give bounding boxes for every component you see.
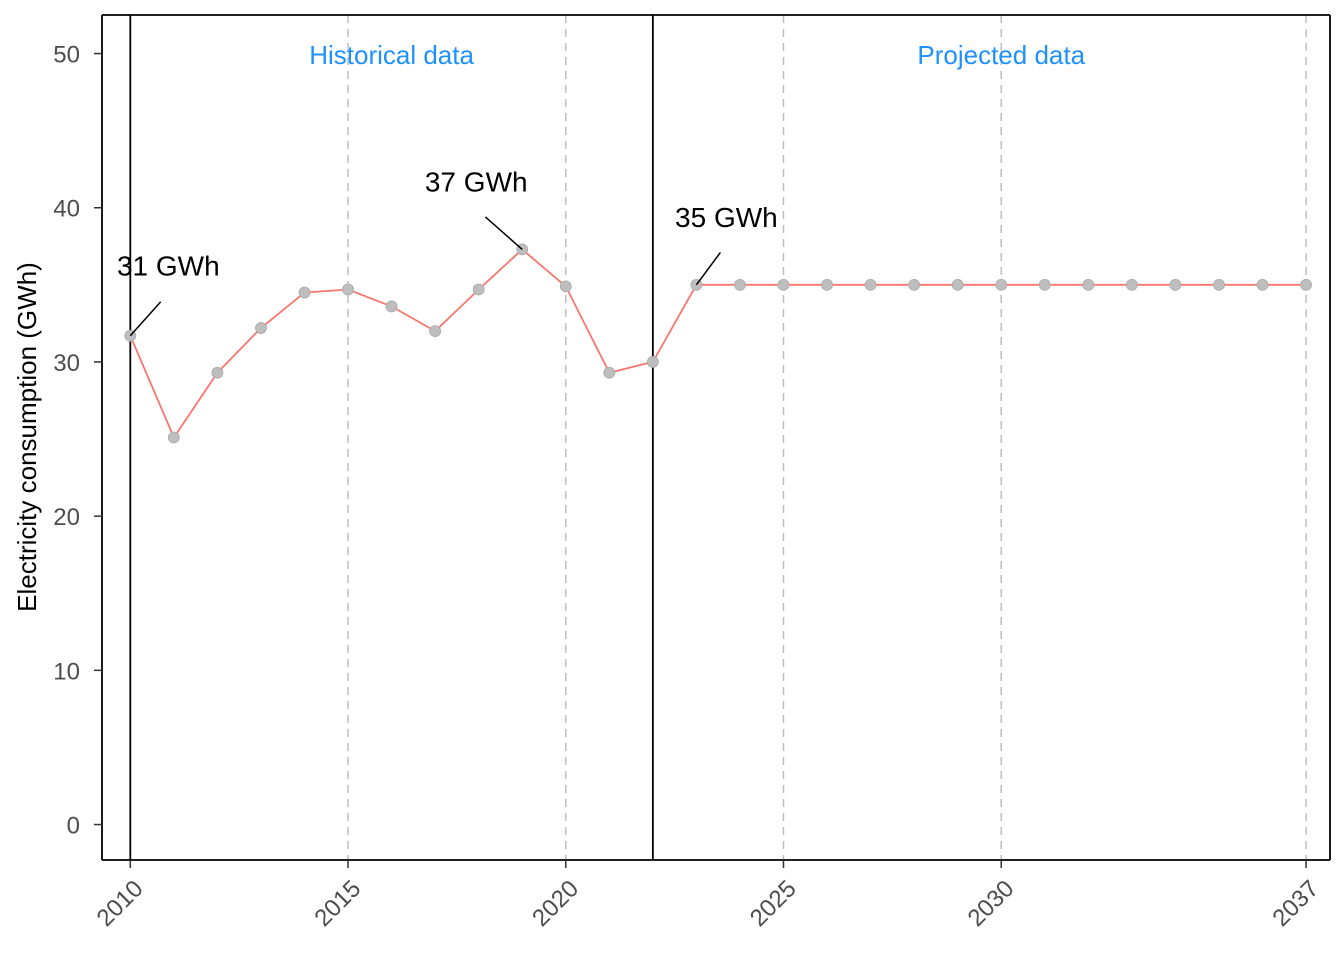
annotation-label: 37 GWh: [425, 166, 528, 197]
data-point: [472, 283, 485, 296]
y-tick-label: 40: [53, 196, 80, 223]
data-point: [1213, 278, 1225, 291]
data-point: [211, 366, 224, 379]
x-tick-label: 2037: [1267, 875, 1324, 932]
data-point: [777, 278, 790, 291]
y-tick-label: 0: [67, 813, 80, 840]
y-tick-label: 30: [53, 350, 80, 377]
region-label: Historical data: [309, 40, 474, 70]
data-point: [1082, 278, 1095, 291]
data-point: [864, 278, 877, 291]
data-point: [951, 278, 964, 291]
data-point: [1256, 278, 1269, 291]
annotation-leader: [695, 251, 722, 286]
annotation-leader: [129, 301, 162, 337]
data-point: [1169, 278, 1182, 291]
x-tick-label: 2020: [527, 875, 584, 932]
data-point: [603, 366, 616, 379]
data-point: [255, 322, 267, 334]
data-point: [734, 278, 746, 291]
data-point: [995, 278, 1008, 291]
x-tick-label: 2010: [92, 875, 149, 932]
annotation-label: 35 GWh: [675, 202, 778, 233]
y-tick-label: 20: [53, 504, 80, 531]
x-tick-label: 2030: [963, 875, 1020, 932]
data-point: [1125, 278, 1138, 291]
series-line: [129, 248, 1306, 440]
series-layer: [124, 243, 1312, 444]
data-point: [908, 278, 921, 291]
data-point: [342, 283, 354, 296]
x-tick-label: 2025: [745, 875, 802, 932]
data-point: [167, 431, 180, 444]
data-point: [429, 325, 442, 338]
y-tick-label: 50: [53, 42, 80, 69]
annotation-leader: [484, 216, 523, 250]
annotation-label: 31 GWh: [117, 251, 220, 282]
data-point: [646, 356, 659, 368]
data-point: [298, 286, 311, 299]
x-tick-label: 2015: [309, 875, 366, 932]
y-axis-title: Electricity consumption (GWh): [12, 262, 42, 612]
data-point: [1300, 278, 1312, 291]
y-tick-label: 10: [53, 658, 80, 685]
data-point: [385, 300, 398, 313]
data-point: [821, 278, 833, 291]
data-point: [1038, 278, 1051, 291]
region-label: Projected data: [917, 40, 1085, 70]
grid-layer: Historical data Projected data: [129, 15, 1307, 860]
annotation-layer: 31 GWh 37 GWh 35 GWh: [117, 166, 778, 337]
data-point: [559, 280, 572, 293]
